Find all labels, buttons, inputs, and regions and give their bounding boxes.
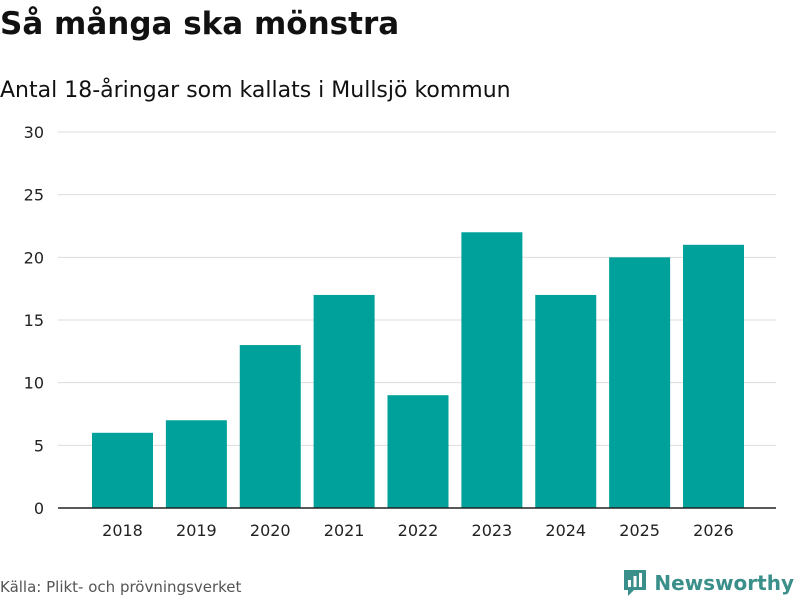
bar-2024 [535, 294, 597, 508]
newsworthy-logo-icon [624, 570, 647, 596]
x-tick-label-2018: 2018 [102, 521, 143, 540]
bars [92, 232, 744, 509]
brand-logo: Newsworthy [622, 568, 794, 598]
x-tick-label-2022: 2022 [398, 521, 439, 540]
y-tick-label-0: 0 [34, 499, 44, 518]
brand-name: Newsworthy [654, 571, 794, 595]
x-axis-ticks: 2018 2019 2020 2021 2022 2023 2024 2025 2026 [102, 521, 734, 540]
y-tick-label-5: 5 [34, 436, 44, 455]
bar-2019 [165, 420, 227, 508]
x-tick-label-2021: 2021 [324, 521, 365, 540]
y-tick-label-25: 25 [24, 186, 44, 205]
bar-2021 [313, 294, 375, 508]
bar-2026 [683, 244, 744, 509]
x-tick-label-2023: 2023 [472, 521, 513, 540]
y-tick-label-30: 30 [24, 123, 44, 142]
bar-2022 [387, 395, 449, 508]
x-tick-label-2025: 2025 [619, 521, 660, 540]
bar-2025 [609, 257, 671, 508]
bar-2023 [461, 232, 523, 508]
x-tick-label-2020: 2020 [250, 521, 291, 540]
bar-2020 [239, 345, 301, 508]
y-tick-label-15: 15 [24, 311, 44, 330]
x-tick-label-2024: 2024 [545, 521, 586, 540]
chart-title: Så många ska mönstra [0, 6, 400, 42]
y-axis-ticks: 0 5 10 15 20 25 30 [24, 123, 44, 518]
x-tick-label-2019: 2019 [176, 521, 217, 540]
chart-subtitle: Antal 18-åringar som kallats i Mullsjö k… [0, 78, 511, 103]
x-tick-label-2026: 2026 [693, 521, 734, 540]
bar-2018 [92, 432, 153, 508]
y-tick-label-10: 10 [24, 374, 44, 393]
source-note: Källa: Plikt- och prövningsverket [0, 578, 242, 596]
y-tick-label-20: 20 [24, 248, 44, 267]
